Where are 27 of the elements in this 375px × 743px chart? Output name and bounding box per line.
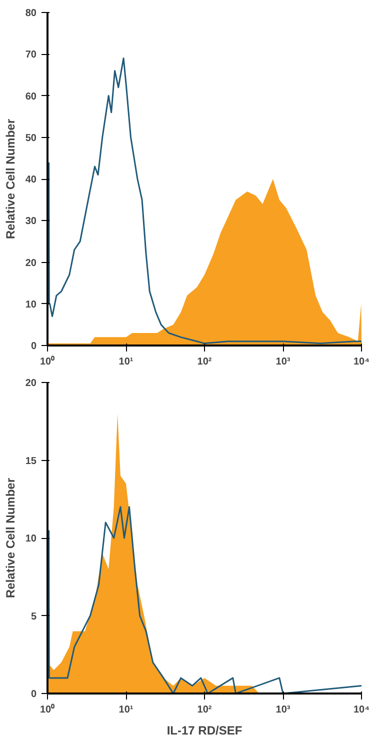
x-tick-label: 10³ [276,704,291,716]
x-tick-label: 10¹ [118,704,134,716]
y-tick-label: 40 [25,174,37,186]
y-tick-label: 20 [25,258,37,269]
x-tick-label: 10⁰ [40,704,56,716]
x-tick-label: 10⁴ [353,704,370,716]
y-tick-label: 0 [30,689,37,700]
y-tick-label: 60 [25,91,37,102]
x-tick-label: 10² [197,704,212,716]
x-tick-label: 10¹ [118,356,134,368]
y-axis-title: Relative Cell Number [3,478,18,598]
y-axis-title: Relative Cell Number [3,118,18,240]
y-tick-label: 15 [25,456,37,467]
x-tick-label: 10⁴ [353,356,370,368]
y-tick-label: 20 [25,378,37,389]
y-tick-label: 80 [25,8,37,19]
y-tick-label: 0 [30,341,37,352]
y-tick-label: 70 [25,50,37,61]
x-tick-label: 10² [197,356,212,368]
y-tick-label: 30 [25,216,37,228]
x-tick-label: 10³ [276,356,291,368]
y-tick-label: 10 [25,299,37,310]
x-axis-title: IL-17 RD/SEF [166,724,242,738]
y-tick-label: 50 [25,132,37,144]
y-tick-label: 10 [25,534,37,544]
x-tick-label: 10⁰ [40,356,56,368]
y-tick-label: 5 [30,611,37,622]
